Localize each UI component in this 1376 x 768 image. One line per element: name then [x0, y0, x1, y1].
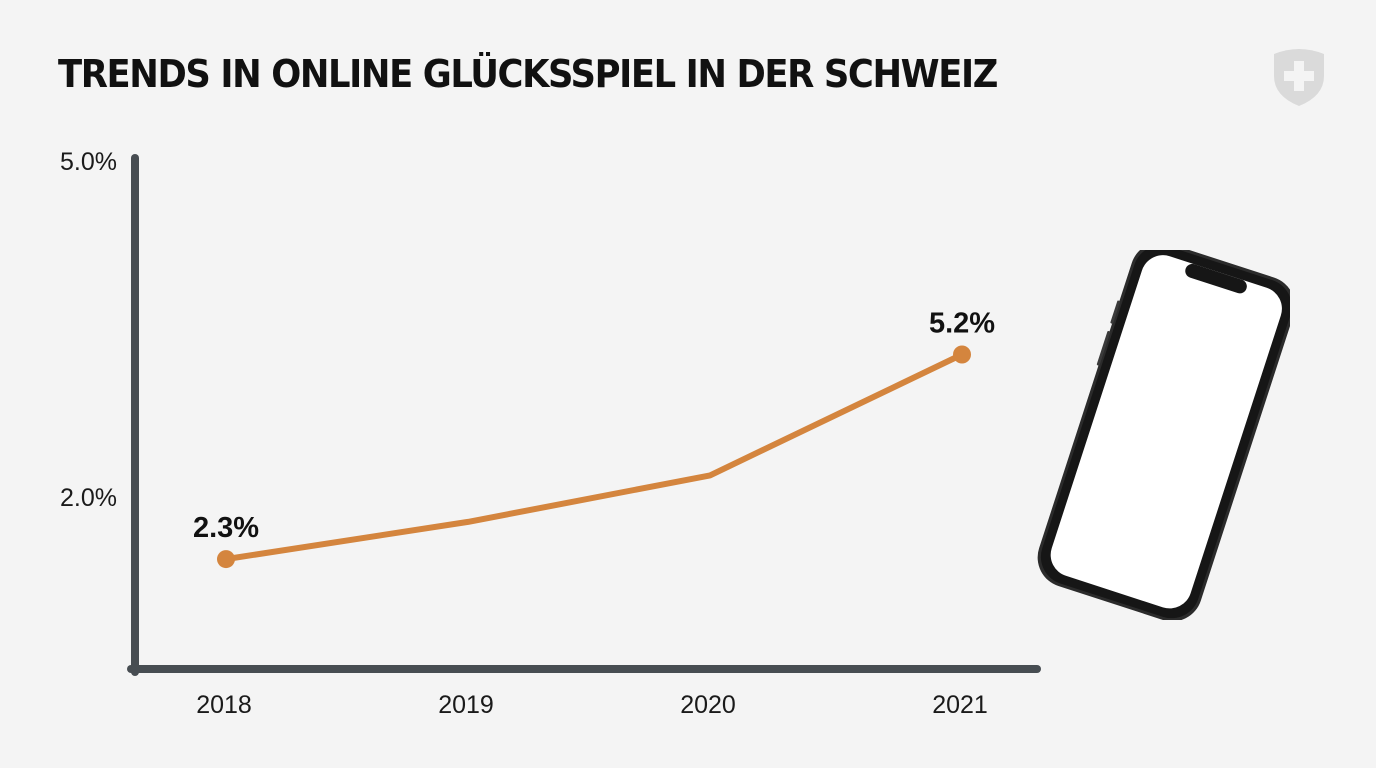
data-points: [217, 345, 971, 569]
x-tick-label: 2020: [680, 691, 736, 719]
y-tick-labels: 5.0% 2.0%: [60, 148, 117, 512]
data-point: [953, 345, 971, 364]
y-tick-label: 5.0%: [60, 148, 117, 176]
y-tick-label: 2.0%: [60, 484, 117, 512]
swiss-shield-icon: [1274, 49, 1324, 106]
x-tick-label: 2019: [438, 691, 494, 719]
series-line: [223, 351, 965, 563]
data-label: 2.3%: [193, 512, 259, 544]
data-label: 5.2%: [929, 308, 995, 340]
x-tick-label: 2018: [196, 691, 252, 719]
smartphone-icon: [1037, 250, 1290, 620]
x-tick-label: 2021: [932, 691, 988, 719]
chart-axes: [127, 154, 1041, 676]
page-title: TRENDS IN ONLINE GLÜCKSSPIEL IN DER SCHW…: [58, 52, 998, 96]
data-point: [217, 550, 235, 569]
x-tick-labels: 2018 2019 2020 2021: [196, 691, 988, 719]
data-labels: 2.3% 5.2%: [193, 308, 995, 545]
